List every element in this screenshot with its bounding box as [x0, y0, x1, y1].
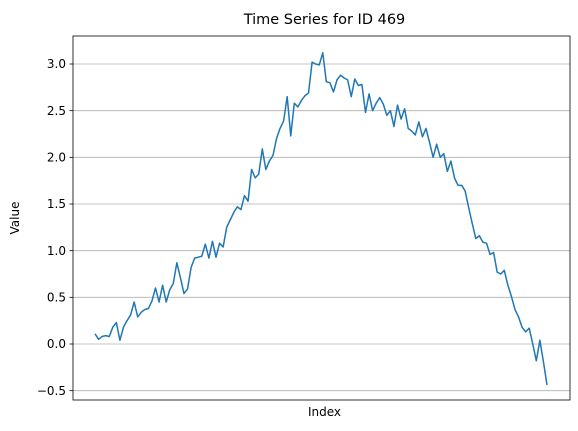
y-tick-label: −0.5	[37, 384, 66, 398]
series-line	[94, 52, 548, 386]
y-tick-label: 0.5	[47, 291, 66, 305]
y-tick-label: 2.0	[47, 151, 66, 165]
y-tick-label: 2.5	[47, 104, 66, 118]
series-layer	[94, 52, 548, 386]
y-tick-label: 0.0	[47, 337, 66, 351]
y-tick-label: 1.5	[47, 197, 66, 211]
x-axis-label: Index	[308, 405, 341, 419]
plot-frame	[72, 35, 571, 401]
gridlines	[73, 63, 570, 392]
y-tick-label: 1.0	[47, 244, 66, 258]
y-axis-label: Value	[8, 202, 22, 235]
chart-title: Time Series for ID 469	[243, 12, 406, 28]
y-axis-ticks: −0.5 0.0 0.5 1.0 1.5 2.0 2.5 3.0	[37, 57, 73, 398]
y-tick-label: 3.0	[47, 57, 66, 71]
